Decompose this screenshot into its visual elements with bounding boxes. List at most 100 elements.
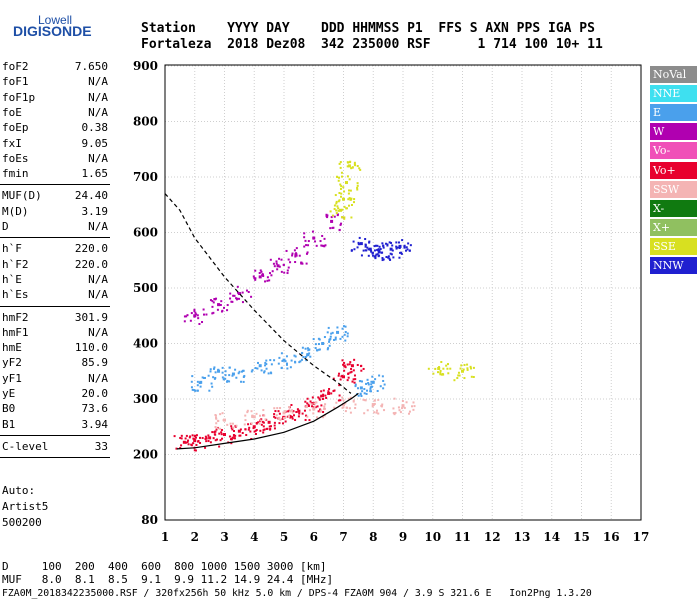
echo-dot <box>269 359 272 362</box>
echo-dot <box>348 407 351 410</box>
data-point <box>342 375 345 379</box>
echo-dot <box>190 312 193 315</box>
echo-dot <box>383 383 386 386</box>
echo-dot <box>462 368 465 371</box>
echo-dot <box>268 425 271 428</box>
echo-dot <box>350 367 353 370</box>
echo-dot <box>263 370 266 373</box>
echo-dot <box>273 421 276 424</box>
echo-dot <box>261 420 264 423</box>
echo-dot <box>254 278 257 281</box>
echo-dot <box>186 314 189 317</box>
echo-dot <box>249 430 252 433</box>
echo-dot <box>300 262 303 265</box>
echo-dot <box>340 171 343 174</box>
echo-dot <box>376 253 379 256</box>
echo-dot <box>209 370 212 373</box>
data-point <box>368 247 372 251</box>
echo-dot <box>238 370 241 373</box>
echo-dot <box>210 382 213 385</box>
echo-dot <box>362 249 365 252</box>
echo-dot <box>347 397 350 400</box>
echo-dot <box>356 182 359 185</box>
echo-dot <box>277 410 280 413</box>
echo-dot <box>192 437 195 440</box>
echo-dot <box>359 392 362 395</box>
echo-dot <box>412 408 415 411</box>
echo-dot <box>251 414 254 417</box>
echo-dot <box>363 399 366 402</box>
echo-dot <box>334 194 337 197</box>
echo-dot <box>377 398 380 401</box>
echo-dot <box>337 179 340 182</box>
echo-dot <box>254 429 257 432</box>
echo-dot <box>279 419 282 422</box>
echo-dot <box>374 256 377 259</box>
separator <box>0 184 110 186</box>
echo-dot <box>325 396 328 399</box>
echo-dot <box>289 261 292 264</box>
echo-dot <box>341 335 344 338</box>
echo-dot <box>298 412 301 415</box>
echo-dot <box>367 383 370 386</box>
data-point <box>321 342 325 345</box>
echo-dot <box>321 244 324 247</box>
x-tick-label: 17 <box>633 530 650 544</box>
echo-dot <box>281 417 284 420</box>
echo-dot <box>406 248 409 251</box>
echo-dot <box>401 407 404 410</box>
data-point <box>182 440 186 444</box>
echo-dot <box>338 384 341 387</box>
echo-dot <box>405 246 408 249</box>
echo-dot <box>179 446 182 449</box>
echo-dot <box>190 444 193 447</box>
x-tick-label: 13 <box>514 530 531 544</box>
legend-item-sse: SSE <box>650 237 697 255</box>
echo-dot <box>439 373 442 376</box>
echo-dot <box>350 370 353 373</box>
echo-dot <box>262 431 265 434</box>
echo-dot <box>253 277 256 280</box>
echo-dot <box>337 374 340 377</box>
echo-dot <box>377 248 380 251</box>
echo-dot <box>351 166 354 169</box>
echo-dot <box>334 338 337 341</box>
data-point <box>282 358 286 362</box>
echo-dot <box>382 244 385 247</box>
echo-dot <box>446 363 449 366</box>
echo-dot <box>340 175 343 178</box>
echo-dot <box>266 279 269 282</box>
echo-dot <box>204 446 207 449</box>
echo-dot <box>257 421 260 424</box>
data-point <box>359 386 363 390</box>
echo-dot <box>207 440 210 443</box>
x-tick-label: 8 <box>369 530 377 544</box>
echo-dot <box>344 366 347 369</box>
echo-dot <box>191 388 194 391</box>
echo-dot <box>439 369 442 372</box>
echo-dot <box>316 349 319 352</box>
legend-item-x: X+ <box>650 218 697 236</box>
echo-dot <box>261 274 264 277</box>
param-row: yE 20.0 <box>2 387 108 401</box>
echo-dot <box>207 374 210 377</box>
echo-dot <box>317 396 320 399</box>
echo-dot <box>472 375 475 378</box>
echo-dot <box>369 387 372 390</box>
echo-dot <box>388 257 391 260</box>
echo-dot <box>193 435 196 438</box>
y-tick-label: 900 <box>133 59 158 73</box>
echo-dot <box>439 371 442 374</box>
echo-dot <box>411 405 414 408</box>
echo-dot <box>260 423 263 426</box>
echo-dot <box>330 220 333 223</box>
echo-dot <box>286 269 289 272</box>
echo-dot <box>241 291 244 294</box>
echo-dot <box>303 232 306 235</box>
echo-dot <box>316 416 319 419</box>
echo-dot <box>336 205 339 208</box>
echo-dot <box>330 392 333 395</box>
echo-dot <box>373 411 376 414</box>
echo-dot <box>364 245 367 248</box>
x-tick-label: 1 <box>161 530 169 544</box>
